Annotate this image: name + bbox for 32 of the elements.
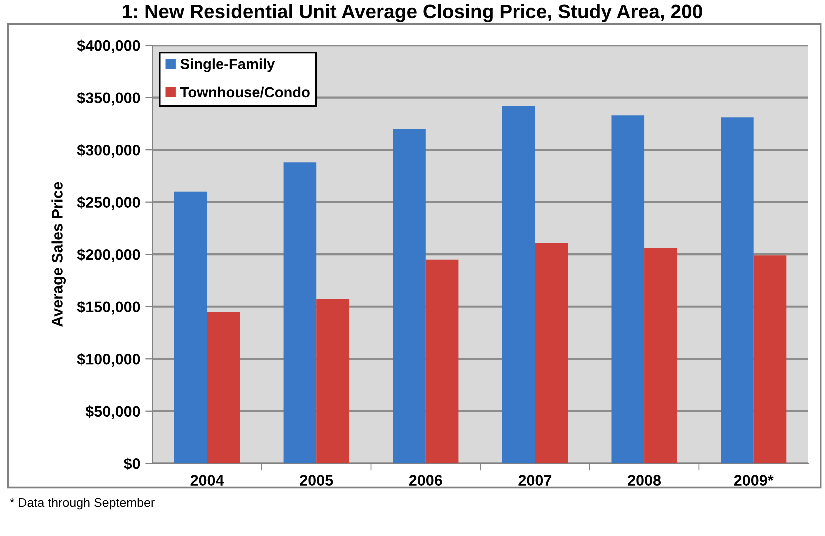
y-axis-title: Average Sales Price xyxy=(52,182,66,327)
chart-title: 1: New Residential Unit Average Closing Price, Study Area, 200 xyxy=(123,4,702,23)
y-tick-label: $350,000 xyxy=(77,92,140,106)
x-tick-label: 2008 xyxy=(628,475,662,486)
bar xyxy=(502,106,536,464)
text: * Data through September xyxy=(10,498,155,510)
bar xyxy=(721,118,754,464)
bar xyxy=(612,116,645,464)
x-tick-label: 2005 xyxy=(300,475,334,486)
x-tick-label: 2004 xyxy=(190,475,224,486)
bar xyxy=(174,192,208,464)
x-tick-label: 2006 xyxy=(409,475,442,486)
y-tick-label: $100,000 xyxy=(77,353,140,368)
x-tick-label: 2007 xyxy=(518,475,552,486)
bar xyxy=(284,162,317,464)
legend-label: Townhouse/Condo xyxy=(180,86,310,98)
bar xyxy=(644,248,678,464)
y-tick-label: $400,000 xyxy=(77,40,140,54)
y-tick-label: $250,000 xyxy=(77,196,140,210)
y-tick-label: $0 xyxy=(124,458,140,470)
y-tick-label: $150,000 xyxy=(77,301,140,315)
y-tick-label: $300,000 xyxy=(77,144,140,158)
bar xyxy=(535,243,568,464)
x-tick-label: 2009* xyxy=(734,475,774,486)
bar xyxy=(426,260,459,464)
y-tick-label: $50,000 xyxy=(86,406,140,420)
legend-label: Single-Family xyxy=(180,58,276,72)
bar xyxy=(316,300,350,464)
bar xyxy=(207,312,240,464)
bar xyxy=(393,129,426,464)
y-tick-label: $200,000 xyxy=(77,248,140,262)
bar xyxy=(754,256,787,464)
